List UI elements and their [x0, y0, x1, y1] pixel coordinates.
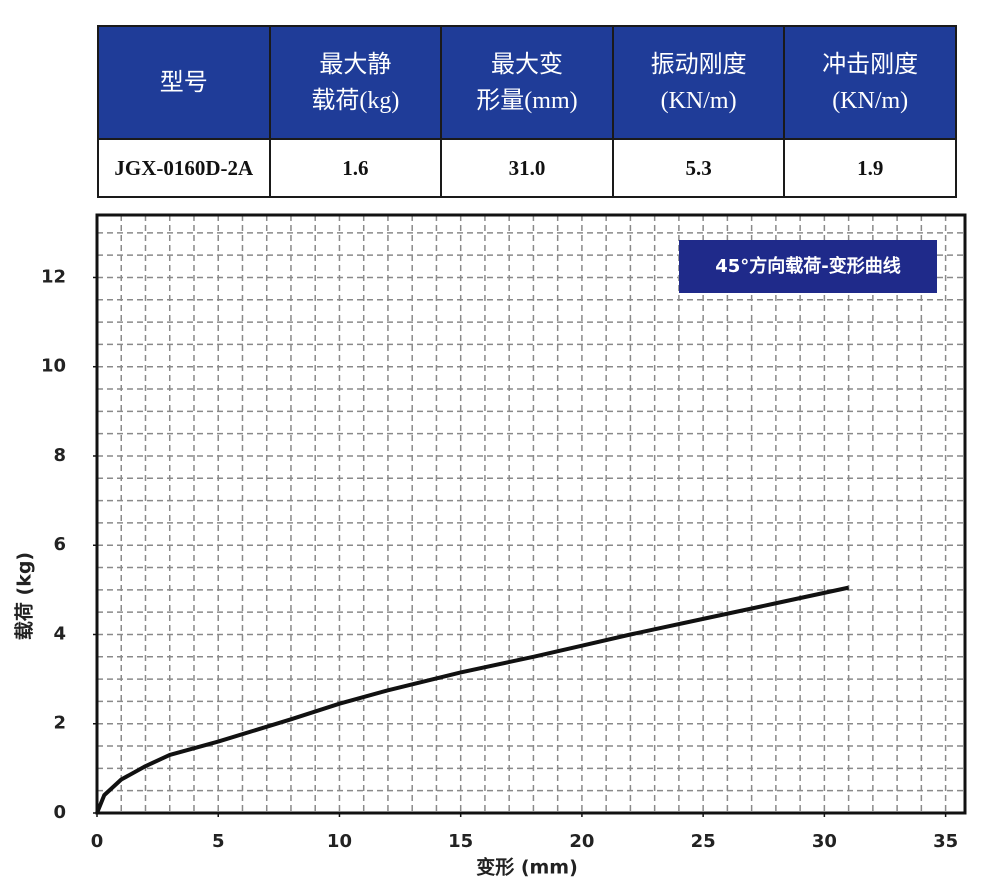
legend-label: 45°方向载荷-变形曲线 [715, 255, 901, 277]
header-row: 型号 最大静载荷(kg) 最大变形量(mm) 振动刚度 (KN/m) 冲击刚度 (K… [97, 25, 957, 140]
header-cell: 最大静载荷(kg) [268, 25, 443, 140]
y-tick-label: 6 [53, 534, 66, 555]
y-tick-label: 12 [41, 266, 66, 287]
header-cell: 型号 [97, 25, 271, 140]
x-axis-label: 变形 (mm) [476, 856, 578, 879]
header-text: 振动刚度 [650, 51, 747, 78]
spec-table: 型号 最大静载荷(kg) 最大变形量(mm) 振动刚度 (KN/m) 冲击刚度 (K… [97, 25, 957, 198]
y-tick-label: 8 [53, 445, 66, 466]
y-axis-label: 载荷 (kg) [13, 552, 36, 640]
header-text: 最大变 [490, 51, 563, 78]
header-text: (KN/m) [660, 87, 737, 114]
header-text: (KN/m) [832, 87, 909, 114]
y-tick-label: 2 [53, 713, 66, 734]
y-tick-label: 10 [41, 356, 66, 377]
cell: 1.9 [783, 138, 957, 198]
y-tick-label: 4 [53, 623, 66, 644]
data-row: JGX-0160D-2A 1.6 31.0 5.3 1.9 [97, 138, 957, 198]
header-cell: 冲击刚度 (KN/m) [783, 25, 957, 140]
data-line [95, 585, 850, 814]
x-tick-label: 10 [327, 831, 352, 852]
header-cell: 振动刚度 (KN/m) [611, 25, 786, 140]
x-tick-label: 25 [691, 831, 716, 852]
y-tick-label: 0 [53, 802, 66, 823]
x-tick-label: 15 [448, 831, 473, 852]
cell: JGX-0160D-2A [97, 138, 271, 198]
cell: 5.3 [611, 138, 786, 198]
plot-border [95, 213, 967, 815]
legend-box [679, 240, 937, 293]
header-text: 形量(mm) [476, 87, 578, 114]
x-tick-label: 35 [933, 831, 958, 852]
cell: 1.6 [268, 138, 443, 198]
header-text: 冲击刚度 [822, 51, 919, 78]
header-text: 型号 [159, 69, 208, 96]
x-tick-label: 5 [212, 831, 225, 852]
header-text: 最大静 [319, 51, 392, 78]
x-tick-label: 30 [812, 831, 837, 852]
x-tick-label: 0 [91, 831, 104, 852]
header-text: 载荷(kg) [311, 87, 400, 114]
plot-area [97, 215, 965, 813]
cell: 31.0 [440, 138, 614, 198]
header-cell: 最大变形量(mm) [440, 25, 614, 140]
x-tick-label: 20 [569, 831, 594, 852]
